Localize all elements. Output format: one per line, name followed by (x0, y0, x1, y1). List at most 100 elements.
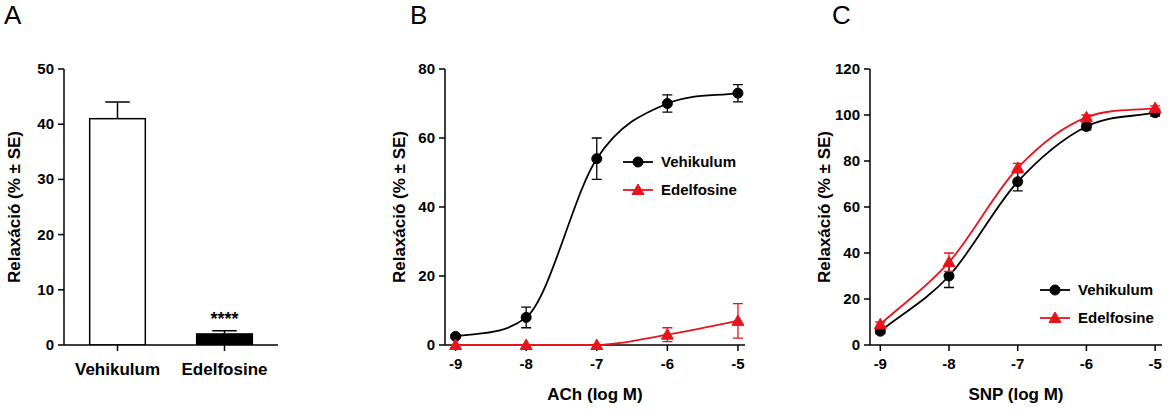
legend-marker (1049, 312, 1061, 323)
series-line (880, 108, 1155, 324)
y-tick (439, 206, 445, 208)
legend-label: Vehikulum (661, 153, 736, 170)
x-axis-label: ACh (log M) (547, 385, 642, 404)
panel-letter: C (832, 0, 851, 30)
panel-letter: B (410, 0, 427, 30)
legend: Vehikulum Edelfosine (623, 153, 737, 198)
x-tick-label: -5 (1148, 355, 1161, 372)
point (732, 315, 744, 326)
y-tick-label: 0 (852, 336, 860, 353)
error-bar (592, 138, 602, 179)
series-line (880, 113, 1155, 332)
x-tick (1154, 345, 1156, 351)
x-tick-label: -8 (520, 355, 533, 372)
y-tick (864, 68, 870, 70)
y-axis-label: Relaxáció (% ± SE) (5, 131, 24, 283)
y-axis-line (63, 69, 65, 345)
error-bar (733, 85, 743, 102)
y-tick-label: 10 (37, 281, 54, 298)
x-tick (880, 345, 882, 351)
point (450, 339, 462, 350)
x-tick (117, 345, 119, 351)
x-tick-label: Edelfosine (182, 360, 268, 379)
y-tick (439, 344, 445, 346)
point (1012, 162, 1024, 173)
x-tick-label: -8 (942, 355, 955, 372)
y-tick-label: 100 (835, 106, 860, 123)
error-bar (733, 304, 743, 339)
legend-marker (633, 157, 643, 167)
y-tick (58, 344, 64, 346)
x-tick-label: -7 (590, 355, 603, 372)
series (451, 85, 743, 342)
bars (90, 102, 253, 345)
x-tick-label: -9 (449, 355, 462, 372)
y-tick (864, 252, 870, 254)
point (592, 154, 602, 164)
y-tick (864, 206, 870, 208)
point (1149, 102, 1161, 113)
bar (90, 119, 146, 345)
y-tick-label: 80 (843, 152, 860, 169)
point (1013, 177, 1023, 187)
error-bar (521, 307, 531, 328)
panel-1: -9-8-7-6-5ACh (log M)020406080Relaxáció … (390, 0, 745, 404)
x-tick-label: -9 (874, 355, 887, 372)
y-tick-label: 20 (843, 290, 860, 307)
legend-label: Edelfosine (661, 181, 737, 198)
y-tick-label: 60 (418, 129, 435, 146)
y-tick (864, 114, 870, 116)
series-line (456, 93, 738, 336)
error-bar (662, 95, 672, 112)
y-tick-label: 30 (37, 170, 54, 187)
point (1081, 122, 1091, 132)
y-tick-label: 40 (418, 198, 435, 215)
x-axis-line (870, 344, 1162, 346)
y-tick-label: 120 (835, 60, 860, 77)
y-tick (58, 68, 64, 70)
y-tick-label: 20 (37, 226, 54, 243)
series-marks (874, 102, 1161, 336)
error-bar (944, 253, 954, 271)
error-bar (212, 331, 236, 334)
x-tick-label: -6 (661, 355, 674, 372)
x-tick (1086, 345, 1088, 351)
x-tick-label: -7 (1011, 355, 1024, 372)
panel-letter: A (4, 0, 22, 30)
x-tick (737, 345, 739, 351)
point (661, 329, 673, 340)
y-tick (864, 298, 870, 300)
x-tick (667, 345, 669, 351)
y-tick (439, 275, 445, 277)
bar (197, 334, 253, 345)
y-tick-label: 0 (46, 336, 54, 353)
y-tick (439, 68, 445, 70)
error-bar (105, 102, 129, 119)
panel-2: -9-8-7-6-5SNP (log M)020406080100120Rela… (815, 0, 1162, 404)
y-axis-label: Relaxáció (% ± SE) (390, 131, 409, 283)
bar-overlays: **** (210, 309, 238, 329)
panel-0: ****VehikulumEdelfosine01020304050Relaxá… (4, 0, 278, 379)
x-tick (224, 345, 226, 351)
y-tick-label: 40 (843, 244, 860, 261)
y-tick-label: 20 (418, 267, 435, 284)
y-tick-label: 0 (427, 336, 435, 353)
y-tick-label: 40 (37, 115, 54, 132)
y-tick (58, 179, 64, 181)
point (1080, 111, 1092, 122)
point (520, 339, 532, 350)
y-tick (58, 289, 64, 291)
series-marks (450, 85, 744, 350)
error-bar (1013, 173, 1023, 191)
point (591, 339, 603, 350)
error-bar (662, 328, 672, 342)
figure: ****VehikulumEdelfosine01020304050Relaxá… (0, 0, 1176, 417)
x-tick (1017, 345, 1019, 351)
point (943, 256, 955, 267)
y-tick-label: 60 (843, 198, 860, 215)
x-tick (948, 345, 950, 351)
y-tick (58, 234, 64, 236)
point (944, 271, 954, 281)
y-axis-label: Relaxáció (% ± SE) (815, 131, 834, 283)
x-tick-label: -5 (731, 355, 744, 372)
